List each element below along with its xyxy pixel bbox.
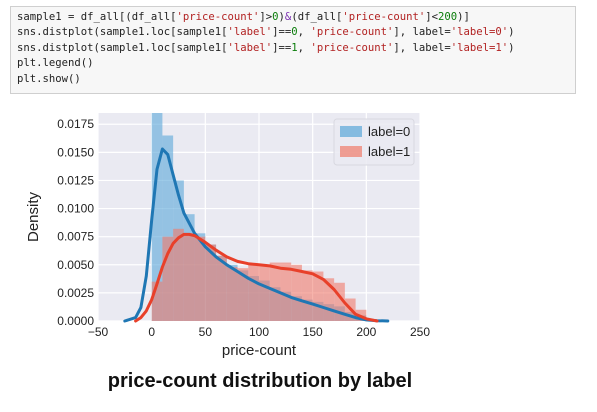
code-line: sample1 = df_all[(df_all['price-count']>… (17, 10, 569, 25)
code-token: )] (457, 11, 470, 23)
code-token: 'label' (227, 41, 273, 54)
histogram-bar (173, 228, 184, 321)
histogram-bar (237, 268, 249, 321)
code-token: 0 (272, 11, 279, 23)
legend-label: label=1 (368, 144, 410, 159)
code-token: , (297, 26, 311, 39)
legend-label: label=0 (368, 124, 410, 139)
code-line: plt.show() (17, 72, 569, 87)
kde-line (134, 232, 379, 323)
x-tick-label: 0 (148, 325, 155, 339)
histogram-bar (205, 244, 217, 321)
histogram-bar (248, 264, 259, 321)
code-token: ]== (272, 41, 292, 54)
chart-svg: −50 0 50 100 150 200 250 0.0000 0.0025 0.0050 0.00… (25, 113, 430, 359)
code-token: ]< (425, 11, 439, 23)
code-token: 1 (291, 41, 298, 54)
legend-swatch (340, 146, 362, 157)
y-tick-label: 0.0125 (57, 173, 94, 187)
histogram-bar (162, 135, 174, 321)
histogram-bar (183, 233, 195, 321)
histogram-bar (216, 255, 227, 321)
x-tick-label: 150 (303, 325, 323, 339)
kde-line (123, 147, 390, 323)
y-tick-label: 0.0175 (57, 117, 94, 131)
y-tick-label: 0.0050 (57, 258, 94, 272)
y-tick-label: 0.0025 (57, 286, 94, 300)
histogram-bar (162, 236, 174, 321)
histogram-bar (151, 281, 163, 321)
y-axis-label: Density (25, 191, 42, 242)
histogram-bar (312, 271, 324, 321)
code-line: plt.legend() (17, 56, 569, 71)
code-token: ], label= (393, 41, 451, 54)
x-tick-label: 50 (199, 325, 213, 339)
legend-swatch (340, 126, 362, 137)
x-axis-label: price-count (222, 342, 297, 359)
code-token: sample1 = df_all[(df_all[ (17, 11, 177, 23)
histogram-bar (301, 270, 313, 321)
code-token: 'price-count' (176, 11, 260, 23)
code-token: 'price-count' (342, 11, 426, 23)
code-token: plt.show() (17, 72, 81, 85)
y-tick-label: 0.0100 (57, 202, 94, 216)
code-token: ], label= (393, 26, 451, 39)
code-token: sns.distplot(sample1.loc[sample1[ (17, 26, 228, 39)
x-tick-label: −50 (88, 325, 109, 339)
y-tick-label: 0.0150 (57, 145, 94, 159)
code-token: , (297, 41, 311, 54)
code-token: ) (508, 41, 515, 54)
histogram-bar (259, 264, 270, 321)
code-token: ) (278, 11, 285, 23)
code-token: 'price-count' (310, 26, 394, 39)
histogram-bar (323, 278, 335, 321)
histogram-bar (334, 282, 345, 321)
code-token: 'label' (227, 26, 273, 39)
code-token: 200 (438, 11, 458, 23)
histogram-bar (291, 264, 302, 321)
code-token: 'label=1' (450, 41, 509, 54)
x-tick-label: 250 (410, 325, 430, 339)
y-tick-label: 0.0000 (57, 314, 94, 328)
code-token: ]== (272, 26, 292, 39)
x-tick-label: 100 (249, 325, 269, 339)
histogram-bar (151, 113, 163, 321)
histogram-bar (226, 267, 238, 321)
code-token: ) (508, 26, 515, 39)
code-token: sns.distplot(sample1.loc[sample1[ (17, 41, 228, 54)
code-token: ]> (259, 11, 273, 23)
figure-caption: price-count distribution by label (107, 370, 413, 392)
histogram-bar (194, 236, 206, 321)
distribution-chart: −50 0 50 100 150 200 250 0.0000 0.0025 0.0050 0.00… (18, 107, 448, 361)
code-token: & (284, 11, 292, 23)
histogram-bar (280, 262, 292, 321)
y-tick-label: 0.0075 (57, 230, 94, 244)
code-token: plt.legend() (17, 57, 94, 70)
code-cell[interactable]: sample1 = df_all[(df_all['price-count']>… (10, 6, 576, 94)
code-line: sns.distplot(sample1.loc[sample1['label'… (17, 25, 569, 40)
code-token: (df_all[ (291, 11, 343, 23)
code-token: 'label=0' (450, 26, 509, 39)
code-line: sns.distplot(sample1.loc[sample1['label'… (17, 41, 569, 56)
code-token: 'price-count' (310, 41, 394, 54)
code-token: 0 (291, 26, 298, 39)
x-tick-label: 200 (356, 325, 376, 339)
